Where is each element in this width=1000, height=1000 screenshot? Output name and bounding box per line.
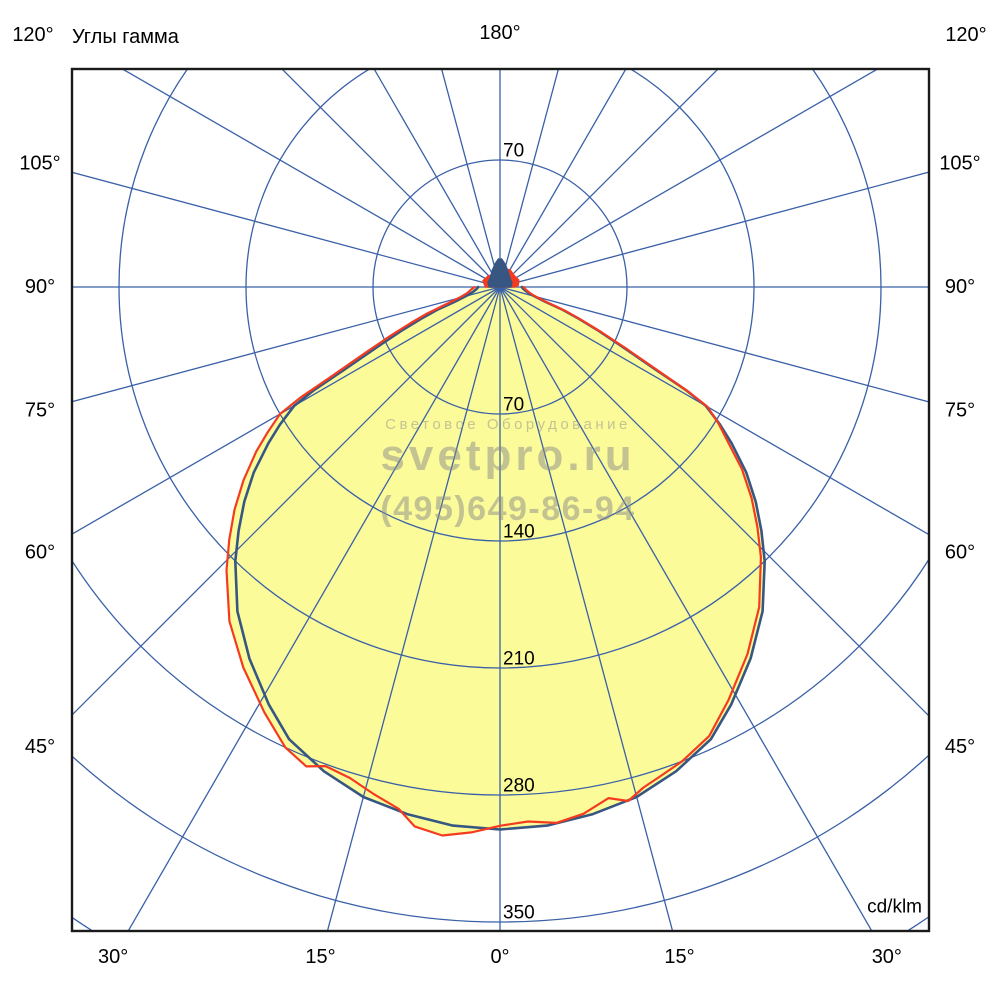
polar-grid-ray bbox=[499, 286, 674, 931]
polar-grid-ray bbox=[326, 286, 501, 931]
angle-label: 45° bbox=[25, 736, 55, 758]
r-tick-label-top: 70 bbox=[503, 140, 524, 161]
polar-grid-ray bbox=[499, 69, 627, 288]
polar-grid-ray bbox=[121, 69, 501, 288]
angle-label: 120° bbox=[945, 24, 986, 46]
r-tick-label: 140 bbox=[503, 522, 535, 543]
angle-label: 60° bbox=[25, 542, 55, 564]
polar-grid-ray bbox=[499, 171, 929, 288]
curve-c0-c180-back-lobe bbox=[487, 258, 513, 288]
angle-label: 105° bbox=[939, 153, 980, 175]
angle-label: 45° bbox=[945, 736, 975, 758]
polar-grid-ray bbox=[127, 286, 501, 931]
watermark-line-1: Световое Оборудование bbox=[385, 416, 631, 433]
r-tick-label: 210 bbox=[503, 649, 535, 670]
polar-grid-ray bbox=[499, 286, 929, 717]
r-tick-label: 350 bbox=[503, 903, 535, 924]
curve-c90-c270-fill bbox=[226, 287, 761, 836]
plot-border bbox=[70, 67, 931, 933]
polar-grid-ray bbox=[499, 69, 879, 288]
angle-label: 120° bbox=[12, 24, 53, 46]
angle-label: 75° bbox=[25, 399, 55, 421]
angle-label: 60° bbox=[945, 542, 975, 564]
angle-label: 0° bbox=[490, 946, 509, 968]
r-tick-label: 70 bbox=[503, 395, 524, 416]
polar-grid-ray bbox=[72, 171, 501, 288]
angle-label: 105° bbox=[19, 153, 60, 175]
angle-label: 90° bbox=[25, 276, 55, 298]
polar-grid-ray bbox=[499, 286, 929, 403]
unit-label: cd/klm bbox=[867, 897, 922, 918]
angle-label: 180° bbox=[479, 22, 520, 44]
curve-c90-c270 bbox=[225, 285, 763, 837]
angle-label: 15° bbox=[305, 946, 335, 968]
chart-title: Углы гамма bbox=[72, 26, 180, 48]
polar-grid-ray bbox=[72, 286, 501, 403]
angle-label: 15° bbox=[664, 946, 694, 968]
watermark-line-2: svetpro.ru bbox=[380, 431, 635, 480]
angle-label: 75° bbox=[945, 399, 975, 421]
r-tick-label: 280 bbox=[503, 776, 535, 797]
angle-label: 90° bbox=[945, 276, 975, 298]
polar-grid-ray bbox=[499, 286, 873, 931]
polar-grid-ray bbox=[72, 286, 501, 716]
polar-grid-ray bbox=[499, 69, 719, 288]
polar-grid-ray bbox=[281, 69, 501, 288]
polar-grid-ray bbox=[373, 69, 501, 288]
watermark-line-3: (495)649-86-94 bbox=[380, 490, 635, 528]
angle-label: 30° bbox=[98, 946, 128, 968]
angle-label: 30° bbox=[872, 946, 902, 968]
